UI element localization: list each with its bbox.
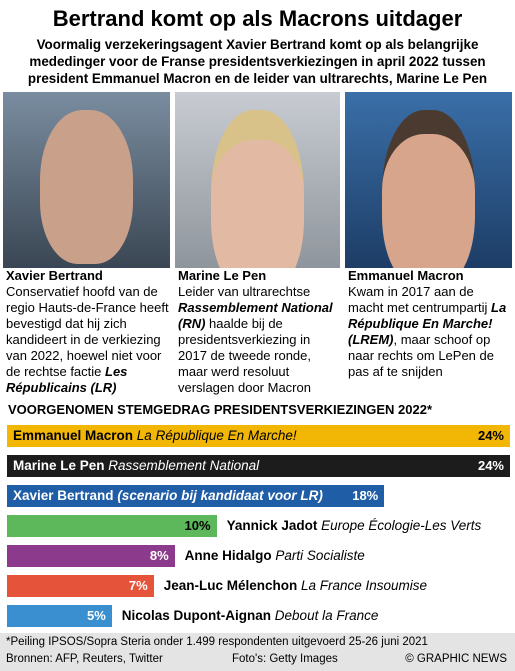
title: Bertrand komt op als Macrons uitdager (52, 6, 463, 31)
footnote: *Peiling IPSOS/Sopra Steria onder 1.499 … (6, 636, 428, 648)
subtitle: Voormalig verzekeringsagent Xavier Bertr… (27, 37, 488, 86)
candidate-name: Nicolas Dupont-Aignan (121, 608, 272, 623)
party-name: Les Républicains (LR) (6, 364, 128, 395)
bar-label: Yannick Jadot Europe Écologie-Les Verts (227, 515, 482, 537)
party-name: Parti Socialiste (275, 548, 365, 563)
bar-label: Nicolas Dupont-Aignan Debout la France (122, 605, 379, 627)
photo (175, 92, 340, 268)
copyright: © GRAPHIC NEWS (405, 653, 507, 665)
profile: Xavier Bertrand Conservatief hoofd van de… (6, 268, 170, 396)
value-label: 8% (149, 548, 169, 563)
party-name: La République En Marche! (136, 428, 297, 443)
chart-title: VOORGENOMEN STEMGEDRAG PRESIDENTSVERKIEZ… (8, 402, 433, 417)
profile-name: Xavier Bertrand (6, 268, 103, 283)
bar-label: Jean-Luc Mélenchon La France Insoumise (164, 575, 427, 597)
profile-text: Leider van ultrarechtse (178, 284, 311, 299)
profile-name: Marine Le Pen (178, 268, 267, 283)
photo (3, 92, 170, 268)
profile-text: , maar schoof op naar rechts om LePen de… (348, 332, 494, 379)
party-name: Europe Écologie-Les Verts (321, 518, 482, 533)
party-name: (scenario bij kandidaat voor LR) (117, 488, 323, 503)
sources: Bronnen: AFP, Reuters, Twitter (6, 653, 163, 665)
profile-text: haalde bij de presidentsverkiezing in 20… (178, 316, 311, 395)
bar-label: Anne Hidalgo Parti Socialiste (185, 545, 365, 567)
candidate-name: Xavier Bertrand (13, 488, 114, 503)
candidate-name: Emmanuel Macron (13, 428, 134, 443)
profile: Marine Le Pen Leider van ultrarechtse Ras… (178, 268, 338, 396)
bar (7, 485, 385, 507)
profile-name: Emmanuel Macron (348, 268, 464, 283)
candidate-name: Jean-Luc Mélenchon (163, 578, 298, 593)
bar-label: Marine Le Pen Rassemblement National (13, 455, 259, 477)
value-label: 24% (477, 428, 504, 443)
value-label: 7% (128, 578, 148, 593)
party-name: La République En Marche! (LREM) (348, 300, 507, 347)
photo (345, 92, 512, 268)
value-label: 10% (184, 518, 211, 533)
footer: *Peiling IPSOS/Sopra Steria onder 1.499 … (0, 633, 515, 671)
bar (7, 425, 510, 447)
profile-text: Conservatief hoofd van de regio Hauts-de… (6, 284, 169, 379)
candidate-name: Marine Le Pen (13, 458, 105, 473)
bar (7, 575, 154, 597)
value-label: 5% (86, 608, 106, 623)
bar-label: Emmanuel Macron La République En Marche! (13, 425, 297, 447)
party-name: Debout la France (274, 608, 379, 623)
value-label: 24% (477, 458, 504, 473)
bar (7, 515, 217, 537)
bar (7, 605, 112, 627)
value-label: 18% (352, 488, 379, 503)
party-name: Rassemblement National (108, 458, 260, 473)
candidate-name: Anne Hidalgo (184, 548, 272, 563)
bar (7, 545, 175, 567)
profile-text: Kwam in 2017 aan de macht met centrumpar… (348, 284, 492, 315)
party-name: La France Insoumise (301, 578, 428, 593)
bar-label: Xavier Bertrand (scenario bij kandidaat … (13, 485, 323, 507)
party-name: Rassemblement National (RN) (178, 300, 333, 331)
profile: Emmanuel Macron Kwam in 2017 aan de macht… (348, 268, 508, 380)
bar (7, 455, 510, 477)
photo-credit: Foto's: Getty Images (232, 653, 338, 665)
candidate-name: Yannick Jadot (226, 518, 318, 533)
